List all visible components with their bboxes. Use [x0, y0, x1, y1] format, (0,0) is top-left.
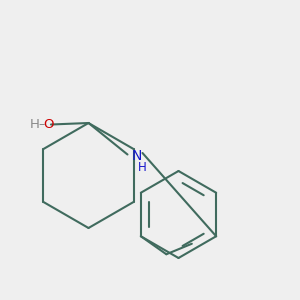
Text: H: H: [137, 160, 146, 174]
Text: O: O: [44, 118, 54, 131]
Text: H: H: [30, 118, 39, 131]
Text: N: N: [131, 149, 142, 163]
Text: –: –: [38, 118, 44, 131]
